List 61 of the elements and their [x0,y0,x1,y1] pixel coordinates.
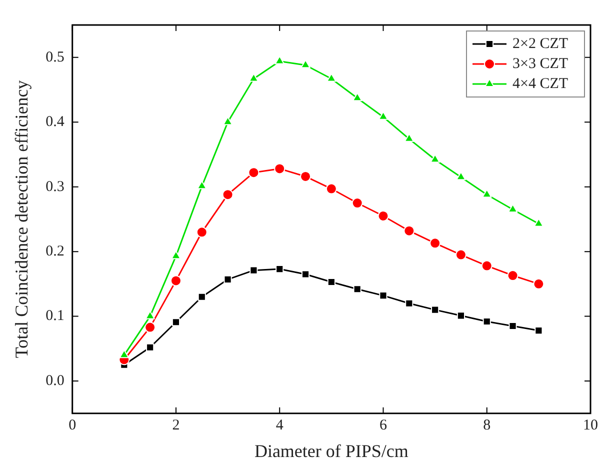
point [430,154,440,163]
y-tick-label: 0.4 [46,114,65,130]
point [456,312,465,320]
point [224,275,232,284]
x-tick-label: 10 [583,417,598,434]
legend-label: 4×4 CZT [512,76,568,92]
point [144,322,156,333]
point [300,60,310,68]
point [198,292,206,301]
y-tick-label: 0.3 [46,178,64,195]
x-tick-label: 8 [483,417,491,434]
point [431,306,440,314]
y-tick-label: 0.1 [46,308,64,324]
point [146,343,154,352]
y-axis-title: Total Coincidence detection efficiency [12,80,32,358]
point [301,270,310,278]
point [430,238,441,249]
x-axis-title: Diameter of PIPS/cm [254,440,408,461]
point [352,198,363,209]
legend-label: 3×3 CZT [512,56,568,72]
x-tick-label: 4 [276,417,284,434]
point [248,167,260,178]
point [171,250,181,260]
point [274,163,286,174]
x-tick-label: 2 [172,417,180,434]
point [534,218,544,227]
point [248,73,259,82]
point [533,278,544,290]
point [274,56,284,64]
point [352,92,362,102]
point [222,116,233,126]
point [119,350,129,358]
x-tick-label: 0 [68,417,76,434]
point [534,326,543,335]
point [300,170,312,182]
point [250,266,258,274]
point [481,260,492,272]
point [353,285,362,294]
point [482,189,492,198]
point [507,270,518,282]
y-tick-label: 0.5 [46,49,64,66]
point [145,310,155,320]
y-tick-label: 0.0 [46,372,64,389]
point [326,73,336,82]
legend-label: 2×2 CZT [512,36,568,52]
point [172,318,180,326]
point [455,249,466,260]
point [405,299,414,308]
x-tick-label: 6 [379,417,388,434]
y-tick-label: 0.2 [46,244,64,260]
point [197,180,207,190]
point [379,292,388,300]
point [222,189,234,200]
point [456,172,466,180]
point [170,275,182,286]
point [276,265,284,274]
point [196,226,208,238]
point [404,225,415,236]
point [326,183,337,194]
point [378,111,388,120]
point [378,210,389,222]
